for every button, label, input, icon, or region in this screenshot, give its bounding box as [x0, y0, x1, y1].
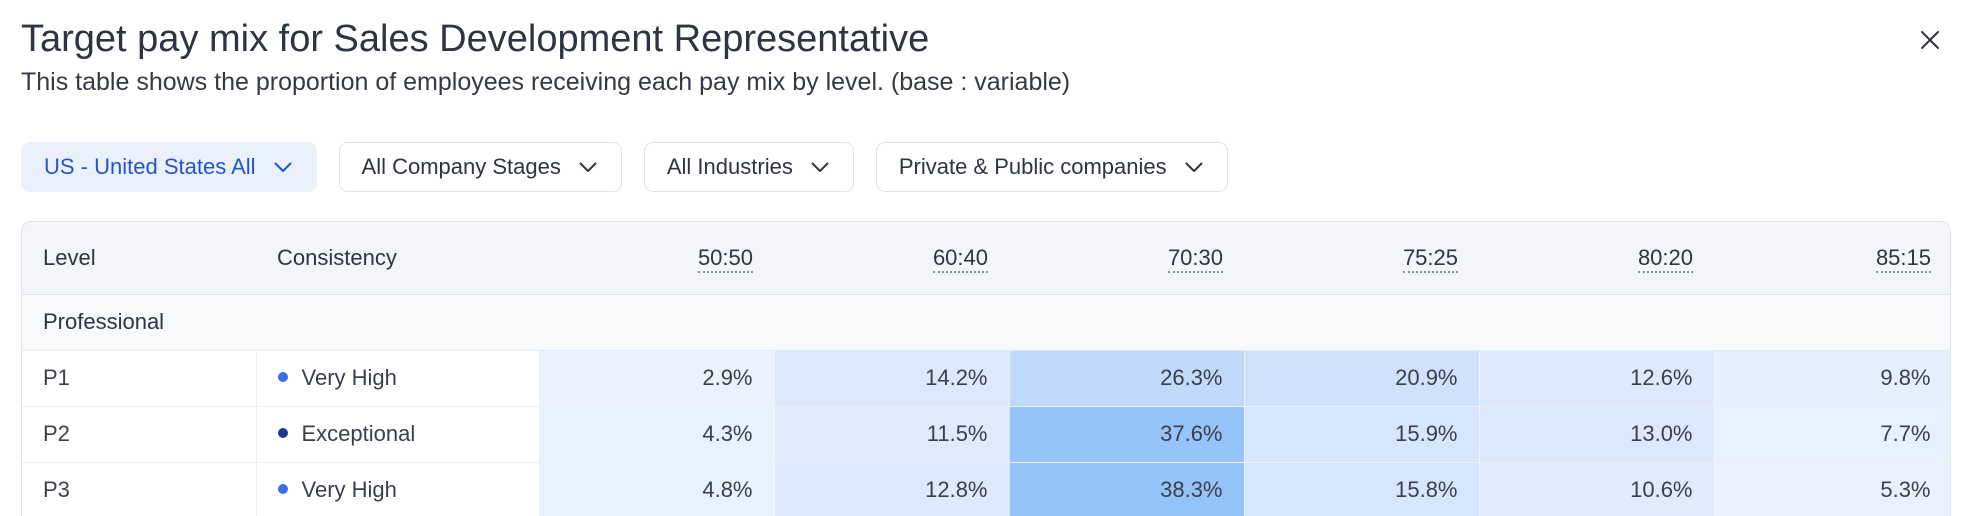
- consistency-cell: Very High: [256, 350, 539, 407]
- column-header-mix[interactable]: 70:30: [1009, 222, 1244, 295]
- column-header-mix[interactable]: 80:20: [1479, 222, 1714, 295]
- mix-cell: 12.8%: [774, 462, 1010, 516]
- mix-cell: 14.2%: [774, 350, 1010, 407]
- column-header-mix-label: 60:40: [932, 244, 988, 273]
- mix-cell: 4.8%: [539, 462, 775, 516]
- mix-cell: 7.7%: [1714, 406, 1950, 463]
- column-header-mix-label: 80:20: [1637, 244, 1693, 273]
- filter-company-stage-label: All Company Stages: [361, 154, 561, 179]
- filter-country[interactable]: US - United States All: [21, 142, 317, 192]
- close-icon: [1921, 31, 1939, 49]
- mix-cell: 37.6%: [1009, 406, 1245, 463]
- column-header-consistency[interactable]: Consistency: [256, 222, 539, 295]
- column-header-mix[interactable]: 85:15: [1714, 222, 1950, 295]
- chevron-down-icon: [1185, 162, 1203, 173]
- table-group-row: Professional: [22, 294, 1950, 351]
- level-cell: P3: [22, 462, 257, 516]
- column-header-mix[interactable]: 60:40: [774, 222, 1009, 295]
- filter-bar: US - United States All All Company Stage…: [21, 142, 1228, 192]
- consistency-cell: Very High: [256, 462, 539, 516]
- filter-industry[interactable]: All Industries: [643, 142, 854, 192]
- close-button[interactable]: [1912, 22, 1948, 58]
- filter-industry-label: All Industries: [666, 154, 793, 179]
- page-title: Target pay mix for Sales Development Rep…: [21, 18, 930, 60]
- mix-cell: 20.9%: [1244, 350, 1480, 407]
- consistency-label: Exceptional: [301, 421, 416, 446]
- column-header-mix-label: 75:25: [1402, 244, 1458, 273]
- mix-cell: 38.3%: [1009, 462, 1245, 516]
- table-row: P2 Exceptional 4.3% 11.5% 37.6% 15.9% 13…: [22, 406, 1950, 463]
- column-header-level[interactable]: Level: [22, 222, 256, 295]
- level-cell: P2: [22, 406, 257, 463]
- mix-cell: 26.3%: [1009, 350, 1245, 407]
- filter-company-type-label: Private & Public companies: [898, 154, 1167, 179]
- consistency-cell: Exceptional: [256, 406, 539, 463]
- column-header-mix-label: 70:30: [1167, 244, 1223, 273]
- mix-cell: 12.6%: [1479, 350, 1715, 407]
- consistency-dot: [277, 428, 288, 439]
- consistency-dot: [277, 372, 288, 383]
- consistency-label: Very High: [301, 365, 397, 390]
- column-header-mix[interactable]: 50:50: [539, 222, 774, 295]
- chevron-down-icon: [811, 162, 829, 173]
- group-label: Professional: [22, 294, 1950, 351]
- filter-country-label: US - United States All: [44, 154, 256, 179]
- consistency-label: Very High: [301, 477, 397, 502]
- mix-cell: 4.3%: [539, 406, 775, 463]
- consistency-dot: [277, 484, 288, 495]
- level-cell: P1: [22, 350, 257, 407]
- table-header-row: Level Consistency 50:50 60:40 70:30 75:2…: [22, 222, 1950, 295]
- mix-cell: 10.6%: [1479, 462, 1715, 516]
- pay-mix-table: Level Consistency 50:50 60:40 70:30 75:2…: [21, 221, 1951, 516]
- filter-company-stage[interactable]: All Company Stages: [338, 142, 622, 192]
- mix-cell: 2.9%: [539, 350, 775, 407]
- mix-cell: 13.0%: [1479, 406, 1715, 463]
- mix-cell: 9.8%: [1714, 350, 1950, 407]
- page-subtitle: This table shows the proportion of emplo…: [21, 68, 1071, 96]
- mix-cell: 15.8%: [1244, 462, 1480, 516]
- table-row: P1 Very High 2.9% 14.2% 26.3% 20.9% 12.6…: [22, 350, 1950, 407]
- column-header-mix-label: 50:50: [697, 244, 753, 273]
- mix-cell: 15.9%: [1244, 406, 1480, 463]
- mix-cell: 5.3%: [1714, 462, 1950, 516]
- filter-company-type[interactable]: Private & Public companies: [875, 142, 1228, 192]
- chevron-down-icon: [579, 162, 597, 173]
- table-row: P3 Very High 4.8% 12.8% 38.3% 15.8% 10.6…: [22, 462, 1950, 516]
- chevron-down-icon: [274, 162, 292, 173]
- column-header-mix-label: 85:15: [1875, 244, 1931, 273]
- mix-cell: 11.5%: [774, 406, 1010, 463]
- column-header-mix[interactable]: 75:25: [1244, 222, 1479, 295]
